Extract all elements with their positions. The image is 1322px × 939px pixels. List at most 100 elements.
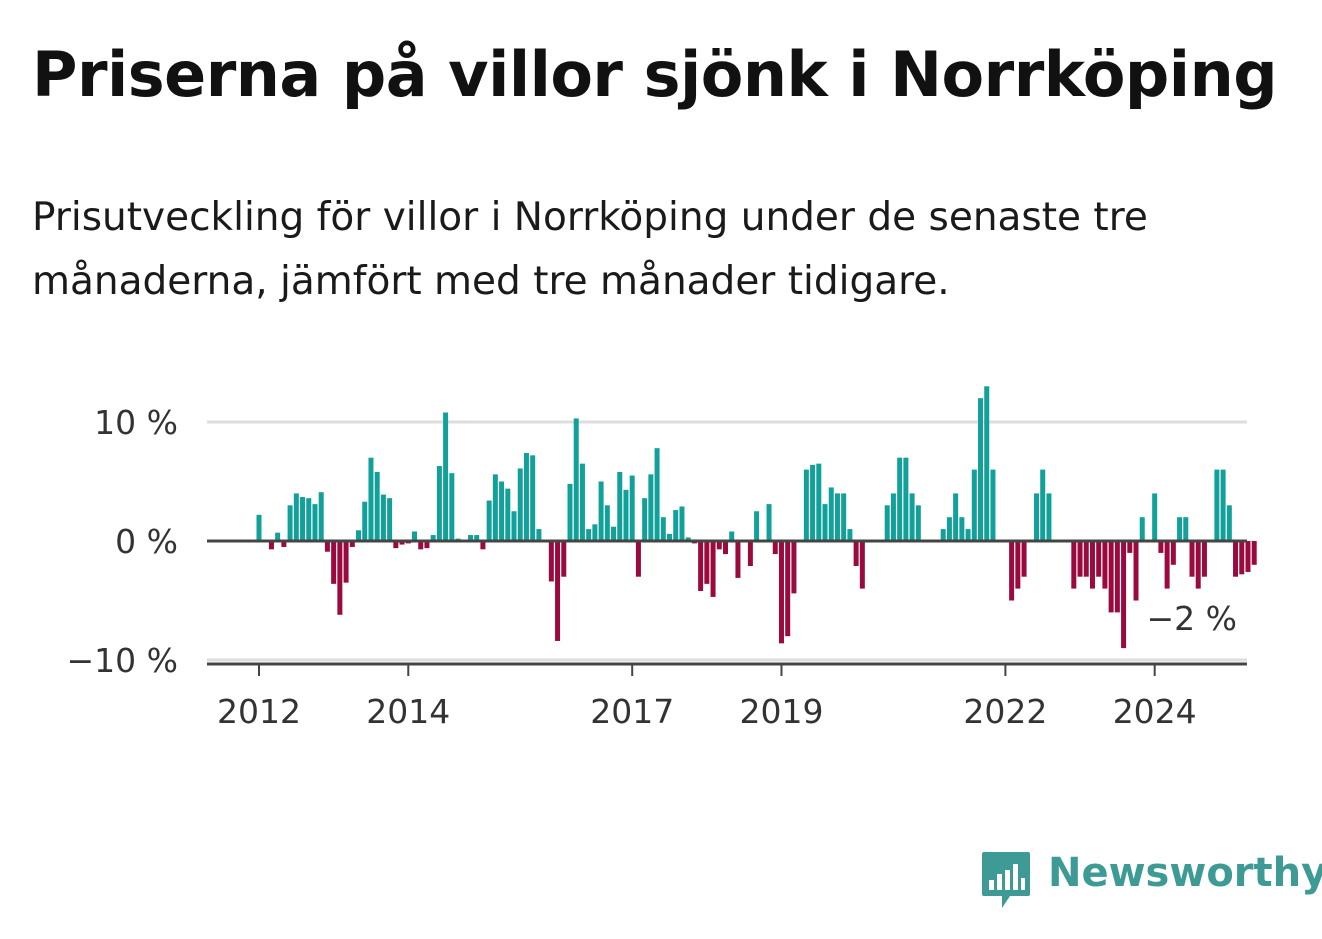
bar-chart-logo-icon xyxy=(982,852,1030,908)
bar xyxy=(1015,541,1021,589)
bar xyxy=(579,463,585,541)
bar xyxy=(965,529,971,541)
grid-lines xyxy=(207,420,1247,662)
bar xyxy=(268,541,274,550)
bar xyxy=(828,487,834,541)
bar xyxy=(1046,493,1052,541)
last-value-annotation: −2 % xyxy=(1147,599,1238,638)
bar xyxy=(312,504,318,541)
bar xyxy=(1133,541,1139,601)
bar xyxy=(679,506,685,541)
bar xyxy=(698,541,704,591)
bar xyxy=(430,535,436,541)
bar xyxy=(984,386,990,541)
bar xyxy=(853,541,859,566)
x-tick-label: 2024 xyxy=(1113,692,1197,731)
bar xyxy=(971,469,977,541)
bar xyxy=(673,510,679,541)
bar xyxy=(281,541,287,547)
bar xyxy=(1239,541,1245,575)
bar xyxy=(567,483,573,541)
bar xyxy=(953,493,959,541)
bar xyxy=(710,541,716,597)
bar xyxy=(803,469,809,541)
bar xyxy=(1183,517,1189,541)
bar xyxy=(1083,541,1089,577)
bar xyxy=(909,493,915,541)
bar xyxy=(592,524,598,541)
bar xyxy=(424,541,430,549)
bar xyxy=(561,541,567,577)
bar xyxy=(1201,541,1207,577)
bar xyxy=(598,481,604,541)
x-tick-label: 2022 xyxy=(963,692,1047,731)
bar xyxy=(604,505,610,541)
bar xyxy=(467,535,473,541)
bar xyxy=(412,531,417,541)
bar xyxy=(903,457,909,541)
bar xyxy=(754,511,760,541)
bar xyxy=(729,531,735,541)
bar xyxy=(841,493,847,541)
bar xyxy=(474,535,480,541)
bar xyxy=(1245,541,1251,572)
bar xyxy=(946,517,952,541)
bar xyxy=(785,541,791,637)
bar xyxy=(256,514,262,541)
chart-title: Priserna på villor sjönk i Norrköping xyxy=(32,38,1278,111)
bar xyxy=(611,526,617,541)
bar xyxy=(293,493,299,541)
bar xyxy=(555,541,561,641)
bar xyxy=(480,541,486,550)
bar xyxy=(915,505,921,541)
bar xyxy=(1226,505,1232,541)
bar xyxy=(635,541,641,577)
bar xyxy=(586,529,592,541)
bar xyxy=(368,457,374,541)
bar xyxy=(685,537,691,541)
bar xyxy=(1189,541,1195,577)
axes xyxy=(207,539,1247,676)
bar xyxy=(990,469,996,541)
bar xyxy=(642,498,648,541)
x-tick-label: 2017 xyxy=(590,692,674,731)
bar xyxy=(810,464,816,541)
bar xyxy=(1152,493,1158,541)
bar xyxy=(523,452,529,541)
y-tick-label: 10 % xyxy=(94,403,178,442)
bar xyxy=(1021,541,1027,577)
bar xyxy=(747,541,753,566)
bar xyxy=(1009,541,1015,601)
bar xyxy=(380,494,386,541)
bar xyxy=(1114,541,1120,613)
bar xyxy=(449,473,455,541)
chart-subtitle: Prisutveckling för villor i Norrköping u… xyxy=(32,195,1148,304)
bar xyxy=(859,541,865,589)
x-tick-label: 2019 xyxy=(739,692,823,731)
bar xyxy=(648,474,654,541)
bar xyxy=(536,529,542,541)
bar xyxy=(300,496,306,541)
bar xyxy=(959,517,965,541)
bar xyxy=(1214,469,1220,541)
y-tick-label: −10 % xyxy=(67,641,179,680)
bar xyxy=(1077,541,1083,577)
bar xyxy=(654,448,660,541)
bar xyxy=(486,500,492,541)
bar xyxy=(791,541,797,594)
bar xyxy=(387,498,393,541)
bar xyxy=(573,418,579,541)
bar xyxy=(1102,541,1108,589)
y-tick-label: 0 % xyxy=(115,522,178,561)
bar xyxy=(978,398,984,541)
bar xyxy=(735,541,741,578)
bar xyxy=(940,529,946,541)
bar xyxy=(306,498,312,541)
bar xyxy=(897,457,903,541)
bar xyxy=(1034,493,1039,541)
bar xyxy=(349,541,355,547)
bar xyxy=(884,505,890,541)
bar xyxy=(393,541,399,549)
bar xyxy=(660,517,666,541)
bar xyxy=(723,541,728,555)
